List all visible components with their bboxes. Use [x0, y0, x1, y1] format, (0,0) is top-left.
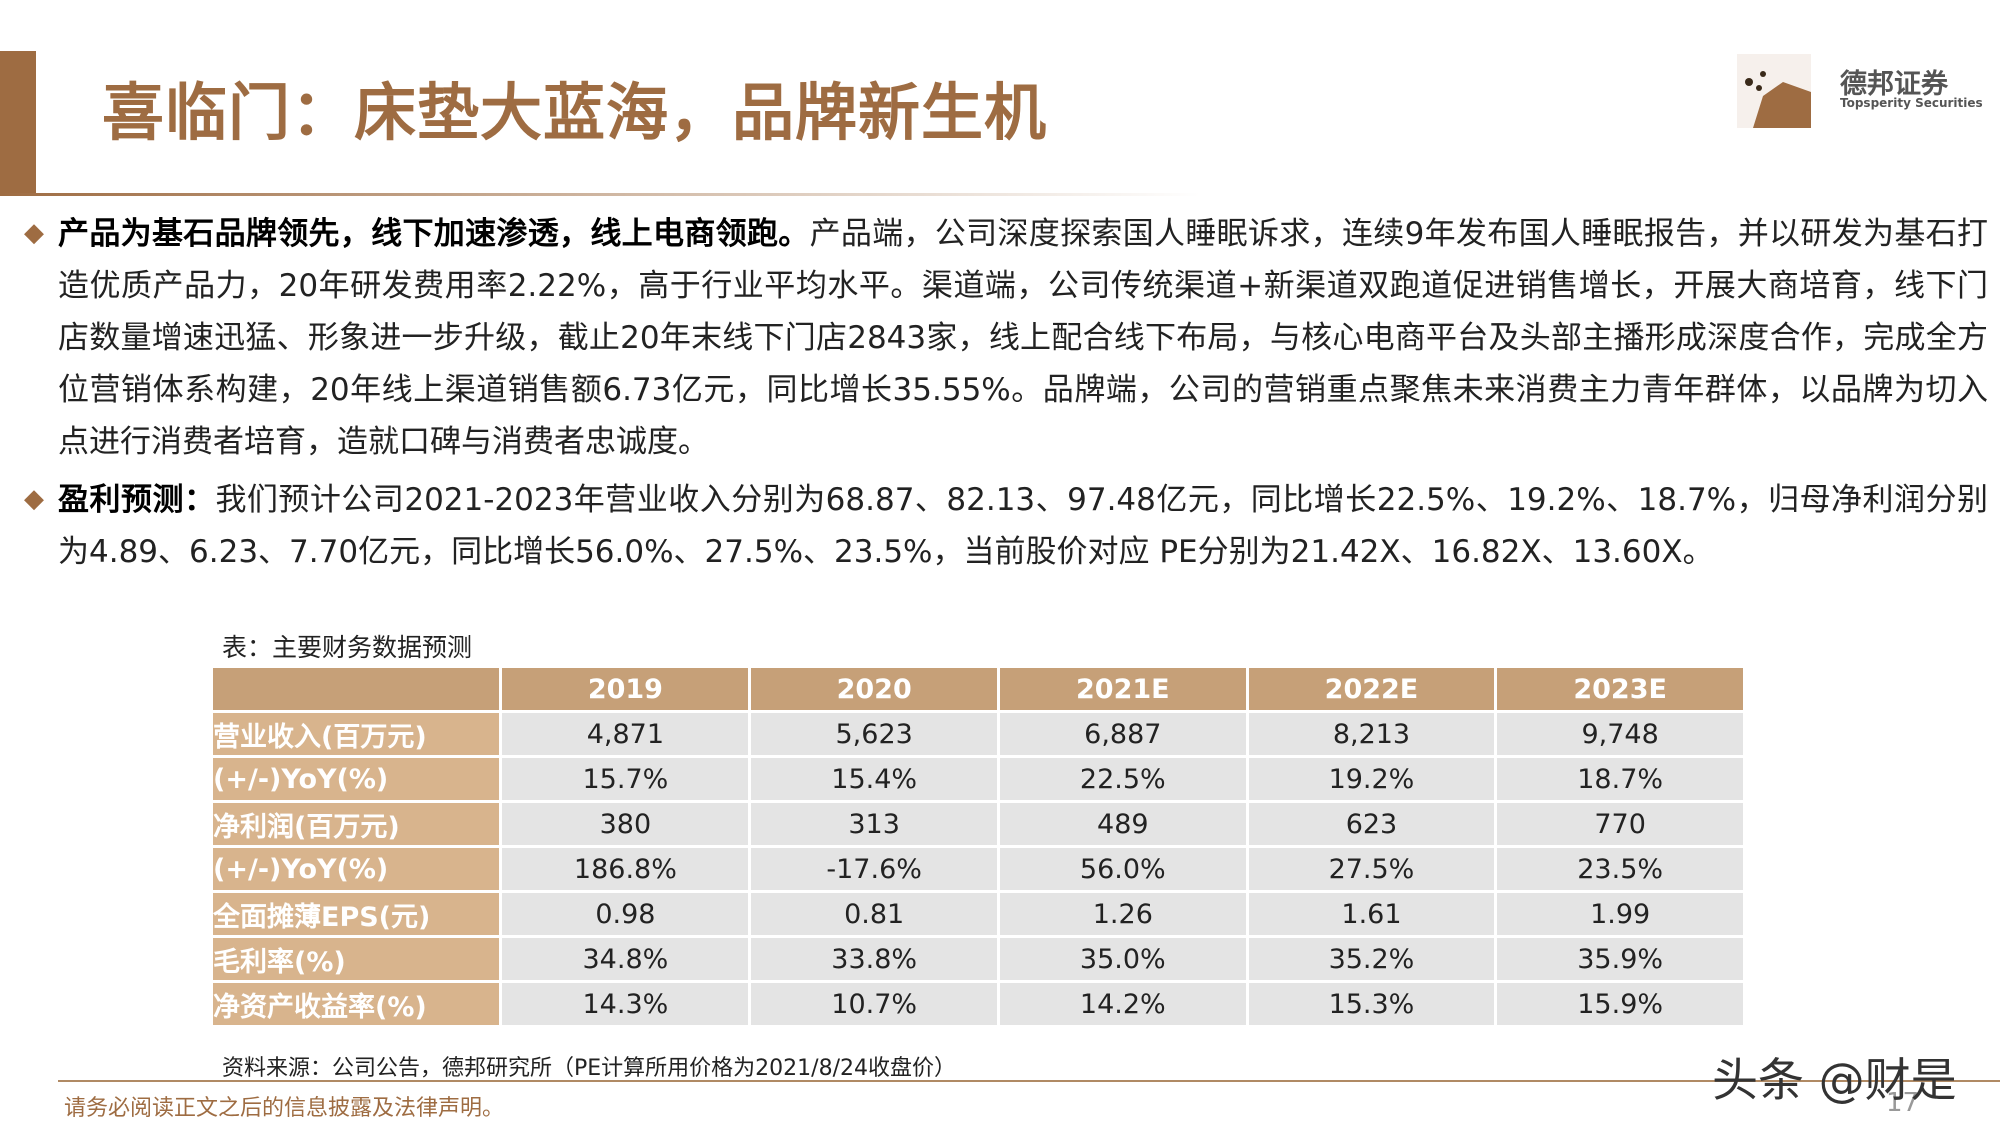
paragraph: 产品为基石品牌领先，线下加速渗透，线上电商领跑。产品端，公司深度探索国人睡眠诉求…: [58, 208, 1988, 468]
cell: 1.61: [1245, 890, 1498, 938]
row: 毛利率(%) 34.8% 33.8% 35.0% 35.2% 35.9%: [209, 935, 1746, 983]
bullet: ◆: [24, 484, 44, 514]
cell: 22.5%: [997, 755, 1249, 803]
header-cell: [209, 665, 503, 713]
cell: 35.2%: [1245, 935, 1498, 983]
cell: 0.81: [748, 890, 1000, 938]
cell: 15.3%: [1245, 980, 1498, 1028]
row-label: 全面摊薄EPS(元): [209, 890, 503, 938]
source: 资料来源：公司公告，德邦研究所（PE计算所用价格为2021/8/24收盘价）: [222, 1056, 956, 1081]
logo-name: 德邦证券: [1840, 69, 1948, 100]
lead: 盈利预测：: [58, 482, 216, 518]
cell: 19.2%: [1245, 755, 1498, 803]
cell: 186.8%: [499, 845, 752, 893]
row-label: 净利润(百万元): [209, 800, 503, 848]
cell: 14.2%: [997, 980, 1249, 1028]
page-number: 17: [1886, 1088, 1920, 1118]
footer-rule: [58, 1080, 2000, 1082]
bullet: ◆: [24, 218, 44, 248]
cell: 18.7%: [1494, 755, 1746, 803]
text: 产品端，公司深度探索国人睡眠诉求，连续9年发布国人睡眠报告，并以研发为基石打造优…: [58, 216, 1988, 460]
header-cell: 2022E: [1245, 665, 1498, 713]
cell: 10.7%: [748, 980, 1000, 1028]
cell: 6,887: [997, 710, 1249, 758]
row: 营业收入(百万元) 4,871 5,623 6,887 8,213 9,748: [209, 710, 1746, 758]
disclaimer: 请务必阅读正文之后的信息披露及法律声明。: [64, 1096, 505, 1121]
cell: 33.8%: [748, 935, 1000, 983]
header-cell: 2023E: [1494, 665, 1746, 713]
paragraph: 盈利预测：我们预计公司2021-2023年营业收入分别为68.87、82.13、…: [58, 474, 1988, 578]
row: 净利润(百万元) 380 313 489 623 770: [209, 800, 1746, 848]
cell: 770: [1494, 800, 1746, 848]
cell: 27.5%: [1245, 845, 1498, 893]
header-cell: 2019: [499, 665, 752, 713]
header-cell: 2021E: [997, 665, 1249, 713]
cell: 1.99: [1494, 890, 1746, 938]
row: (+/-)YoY(%) 186.8% -17.6% 56.0% 27.5% 23.5%: [209, 845, 1746, 893]
cell: 1.26: [997, 890, 1249, 938]
cell: 23.5%: [1494, 845, 1746, 893]
row: 净资产收益率(%) 14.3% 10.7% 14.2% 15.3% 15.9%: [209, 980, 1746, 1028]
header-cell: 2020: [748, 665, 1000, 713]
row-label: (+/-)YoY(%): [209, 845, 503, 893]
cell: 8,213: [1245, 710, 1498, 758]
row-label: 净资产收益率(%): [209, 980, 503, 1028]
cell: 15.7%: [499, 755, 752, 803]
cell: 0.98: [499, 890, 752, 938]
cell: 313: [748, 800, 1000, 848]
watermark: 头条 @财是: [1712, 1053, 1957, 1107]
cell: -17.6%: [748, 845, 1000, 893]
table: 2019 2020 2021E 2022E 2023E 营业收入(百万元) 4,871 5,6…: [209, 665, 1746, 1028]
title: 喜临门：床垫大蓝海，品牌新生机: [102, 76, 1048, 149]
cell: 56.0%: [997, 845, 1249, 893]
cell: 9,748: [1494, 710, 1746, 758]
cell: 380: [499, 800, 752, 848]
cell: 4,871: [499, 710, 752, 758]
row: (+/-)YoY(%) 15.7% 15.4% 22.5% 19.2% 18.7%: [209, 755, 1746, 803]
row: 全面摊薄EPS(元) 0.98 0.81 1.26 1.61 1.99: [209, 890, 1746, 938]
cell: 489: [997, 800, 1249, 848]
cell: 14.3%: [499, 980, 752, 1028]
header-row: 2019 2020 2021E 2022E 2023E: [209, 665, 1746, 713]
lead: 产品为基石品牌领先，线下加速渗透，线上电商领跑。: [58, 216, 810, 252]
cell: 35.0%: [997, 935, 1249, 983]
table-caption: 表：主要财务数据预测: [222, 633, 473, 662]
cell: 623: [1245, 800, 1498, 848]
header-rule: [0, 193, 1200, 196]
logo-sub: Topsperity Securities: [1840, 96, 1983, 110]
row-label: 营业收入(百万元): [209, 710, 503, 758]
row-label: 毛利率(%): [209, 935, 503, 983]
logo-mark: [1737, 54, 1811, 128]
cell: 35.9%: [1494, 935, 1746, 983]
cell: 34.8%: [499, 935, 752, 983]
row-label: (+/-)YoY(%): [209, 755, 503, 803]
accent-bar: [0, 51, 36, 195]
cell: 15.9%: [1494, 980, 1746, 1028]
cell: 15.4%: [748, 755, 1000, 803]
cell: 5,623: [748, 710, 1000, 758]
text: 我们预计公司2021-2023年营业收入分别为68.87、82.13、97.48…: [58, 482, 1989, 570]
